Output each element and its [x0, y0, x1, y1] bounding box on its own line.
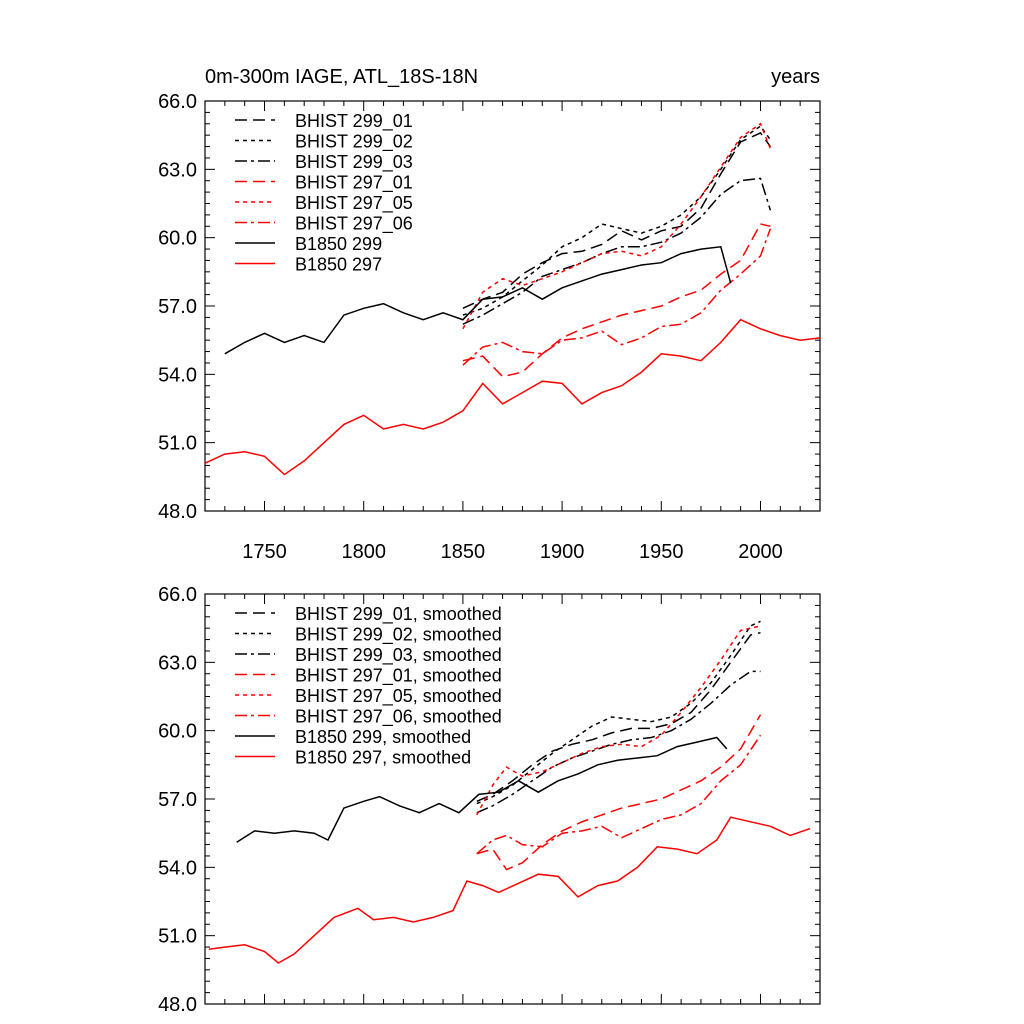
y-tick-label: 48.0 [158, 501, 197, 523]
series-line-bhist-297-05 [462, 122, 772, 330]
legend-label: BHIST 297_05, smoothed [295, 686, 502, 707]
top-title-left: 0m-300m IAGE, ATL_18S-18N [205, 66, 478, 88]
y-tick-label: 54.0 [158, 857, 197, 879]
legend-label: BHIST 299_01, smoothed [295, 604, 502, 625]
series-line-bhist-299-02 [462, 125, 772, 316]
y-tick-label: 57.0 [158, 789, 197, 811]
y-tick-label: 60.0 [158, 721, 197, 743]
series-line-b1850-299 [224, 245, 732, 355]
y-tick-label: 66.0 [158, 91, 197, 113]
bottom-panel: 48.0 51.0 54.0 57.0 60.0 63.0 66.0 BHIST 299_0… [158, 584, 821, 1016]
top-title-right: years [771, 66, 820, 88]
top-tick-marks [205, 100, 820, 512]
series-line-bhist-299-03-smoothed [476, 670, 761, 814]
legend-label: BHIST 299_03 [295, 152, 413, 173]
legend-label: BHIST 297_05 [295, 193, 413, 214]
series-line-b1850-299-smoothed [236, 736, 728, 843]
y-tick-label: 63.0 [158, 652, 197, 674]
y-tick-label: 54.0 [158, 364, 197, 386]
y-tick-label: 57.0 [158, 296, 197, 318]
legend-label: BHIST 299_03, smoothed [295, 645, 502, 666]
legend-label: BHIST 297_01 [295, 173, 413, 194]
legend-label: BHIST 299_02 [295, 132, 413, 153]
legend-label: B1850 297 [295, 255, 382, 275]
bottom-series-group [208, 620, 811, 964]
series-line-bhist-297-01-smoothed [476, 714, 762, 871]
y-tick-label: 66.0 [158, 584, 197, 606]
legend-label: B1850 297, smoothed [295, 748, 471, 768]
bottom-y-tick-labels: 48.0 51.0 54.0 57.0 60.0 63.0 66.0 [158, 584, 197, 1016]
legend-label: BHIST 297_01, smoothed [295, 666, 502, 687]
series-line-bhist-297-05-smoothed [476, 625, 761, 816]
series-line-b1850-297 [204, 318, 821, 476]
series-line-bhist-299-01 [462, 131, 772, 309]
x-tick-label: 1750 [242, 541, 287, 563]
series-line-b1850-297-smoothed [208, 816, 811, 964]
y-tick-label: 51.0 [158, 433, 197, 455]
series-line-bhist-299-02-smoothed [476, 620, 761, 805]
legend-label: BHIST 297_06, smoothed [295, 707, 502, 728]
top-y-tick-labels: 48.0 51.0 54.0 57.0 60.0 63.0 66.0 [158, 91, 197, 523]
bottom-tick-marks [205, 593, 820, 1005]
x-tick-label: 1850 [441, 541, 486, 563]
series-line-bhist-297-06-smoothed [476, 734, 762, 855]
series-line-bhist-297-01 [462, 223, 771, 378]
y-tick-label: 60.0 [158, 228, 197, 250]
series-line-bhist-299-01-smoothed [476, 631, 761, 802]
legend-label: BHIST 299_02, smoothed [295, 625, 502, 646]
top-x-tick-labels: 1750 1800 1850 1900 1950 2000 [242, 541, 782, 563]
x-tick-label: 1950 [639, 541, 684, 563]
top-series-group [204, 122, 821, 476]
x-tick-label: 2000 [738, 541, 783, 563]
top-panel: 0m-300m IAGE, ATL_18S-18N years 48.0 51.0… [158, 66, 821, 563]
y-tick-label: 51.0 [158, 926, 197, 948]
series-line-bhist-299-03 [462, 177, 772, 325]
series-line-bhist-297-06 [462, 228, 772, 366]
y-tick-label: 63.0 [158, 159, 197, 181]
legend-label: BHIST 299_01 [295, 111, 413, 132]
legend-label: B1850 299, smoothed [295, 727, 471, 747]
legend-label: B1850 299 [295, 234, 382, 254]
y-tick-label: 48.0 [158, 994, 197, 1016]
legend-label: BHIST 297_06 [295, 214, 413, 235]
x-tick-label: 1800 [341, 541, 386, 563]
x-tick-label: 1900 [540, 541, 585, 563]
